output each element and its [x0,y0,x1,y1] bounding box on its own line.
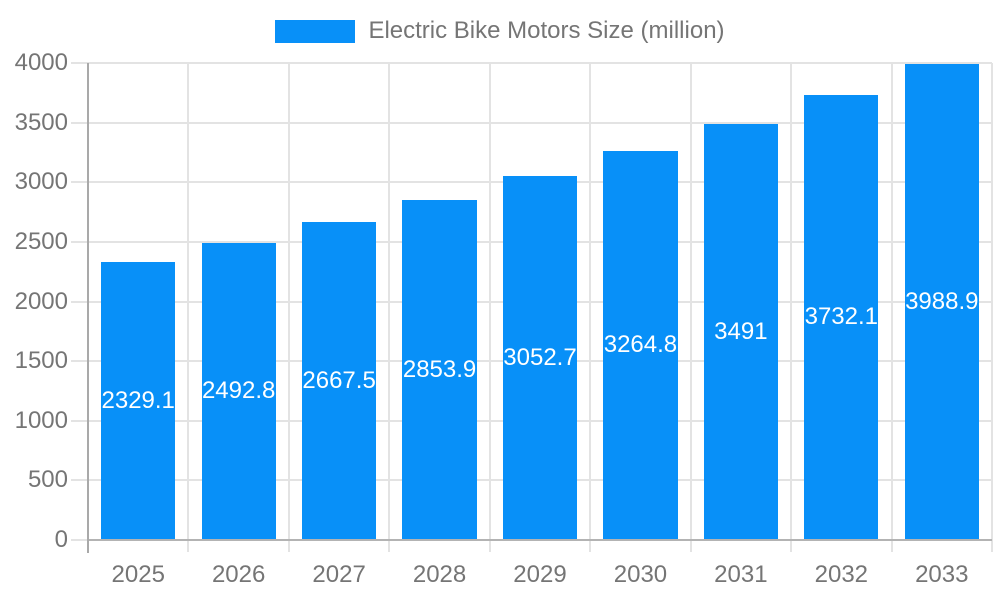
h-gridline [71,62,992,64]
bar-value-label: 2329.1 [101,387,175,415]
y-axis-tick-label: 3000 [14,168,68,196]
y-axis-tick-label: 0 [54,526,68,553]
x-axis-tick-label: 2030 [613,561,668,588]
x-axis-tick [187,540,190,552]
legend-label: Electric Bike Motors Size (million) [368,17,725,44]
bar-value-label: 3732.1 [804,303,879,331]
bar-2026: 2492.8 [201,242,276,540]
y-axis-tick-label: 4000 [14,49,68,76]
v-gridline [488,63,491,540]
x-axis-tick [589,540,592,552]
x-axis-tick-label: 2028 [412,561,467,588]
v-gridline [388,63,391,540]
bar-2027: 2667.5 [301,221,377,540]
bar-2028: 2853.9 [402,199,477,540]
legend: Electric Bike Motors Size (million) [0,17,1000,45]
x-axis-tick-label: 2027 [312,561,366,588]
x-axis-tick [287,540,290,552]
x-axis-tick-label: 2032 [814,561,869,588]
plot-area: 2329.1 2492.8 2667.5 2853.9 3052.7 3264.8 3491… [71,62,993,553]
y-axis-tick-label: 3500 [14,108,68,136]
bar-value-label: 2667.5 [302,366,376,394]
y-axis-line [87,63,89,553]
bar-2033: 3988.9 [904,64,979,540]
bar-value-label: 3491 [714,317,768,345]
bar-value-label: 3988.9 [905,288,979,316]
x-axis-tick-label: 2029 [513,561,567,588]
h-gridline [71,121,992,124]
legend-swatch [275,19,356,43]
x-axis-tick-label: 2025 [111,561,165,588]
bar-value-label: 3264.8 [603,331,678,359]
y-axis-tick-label: 500 [27,466,68,494]
bar-2032: 3732.1 [804,94,879,540]
x-axis-tick [991,540,993,552]
v-gridline [790,63,793,540]
x-axis-tick [689,540,692,552]
bar-value-label: 3052.7 [503,343,577,371]
bar-2031: 3491 [703,123,779,540]
bar-value-label: 2492.8 [201,377,276,405]
v-gridline [287,63,290,540]
v-gridline [689,63,692,540]
x-axis-tick [790,540,793,552]
bar-2030: 3264.8 [603,150,678,540]
y-axis-tick-label: 2500 [14,227,68,255]
x-axis-tick-label: 2031 [714,561,768,588]
y-axis-tick-label: 2000 [14,287,68,315]
x-axis-tick [388,540,391,552]
v-gridline [991,63,993,540]
v-gridline [187,63,190,540]
y-axis-tick-label: 1000 [14,406,68,434]
bar-value-label: 2853.9 [402,355,477,383]
x-axis-tick [890,540,893,552]
y-axis-tick-label: 1500 [14,347,68,375]
v-gridline [589,63,592,540]
x-axis-line [88,539,992,541]
x-axis-tick-label: 2026 [211,561,266,588]
v-gridline [890,63,893,540]
x-axis-tick-label: 2033 [915,561,969,588]
x-axis-tick [488,540,491,552]
bar-2029: 3052.7 [502,175,578,540]
bar-2025: 2329.1 [101,262,176,540]
